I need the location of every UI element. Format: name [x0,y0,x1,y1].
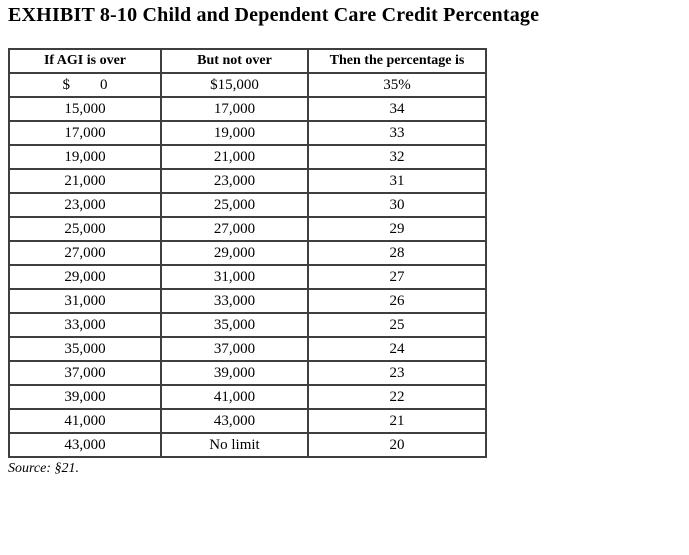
table-cell: $ 0 [8,72,162,98]
header-percentage: Then the percentage is [307,48,487,74]
table-cell: 41,000 [8,408,162,434]
table-row: 31,000 33,000 26 [8,288,487,314]
table-cell: 35% [307,72,487,98]
table-row: 33,000 35,000 25 [8,312,487,338]
table-cell: 27,000 [8,240,162,266]
table-cell: 23 [307,360,487,386]
table-cell: 25,000 [160,192,309,218]
table-cell: 25 [307,312,487,338]
table-cell: 25,000 [8,216,162,242]
table-cell: 23,000 [8,192,162,218]
table-row: 21,000 23,000 31 [8,168,487,194]
table-cell: 37,000 [8,360,162,386]
table-cell: 34 [307,96,487,122]
table-cell: 41,000 [160,384,309,410]
table-cell: 26 [307,288,487,314]
table-cell: 29,000 [8,264,162,290]
table-row: 37,000 39,000 23 [8,360,487,386]
table-row: 15,000 17,000 34 [8,96,487,122]
table-cell: 29,000 [160,240,309,266]
exhibit-title: EXHIBIT 8-10 Child and Dependent Care Cr… [8,4,540,26]
table-cell: 24 [307,336,487,362]
table-cell: 21 [307,408,487,434]
credit-percentage-table: If AGI is over But not over Then the per… [8,48,487,458]
page: EXHIBIT 8-10 Child and Dependent Care Cr… [8,4,540,476]
table-cell: 19,000 [8,144,162,170]
table-cell: No limit [160,432,309,458]
table-cell: 33,000 [160,288,309,314]
table-cell: 21,000 [8,168,162,194]
table-row: 27,000 29,000 28 [8,240,487,266]
table-cell: 35,000 [8,336,162,362]
table-cell: 32 [307,144,487,170]
table-cell: 37,000 [160,336,309,362]
table-cell: 33,000 [8,312,162,338]
table-cell: 43,000 [8,432,162,458]
header-but-not-over: But not over [160,48,309,74]
table-cell: 39,000 [160,360,309,386]
header-agi-over: If AGI is over [8,48,162,74]
table-cell: 27,000 [160,216,309,242]
table-cell: 19,000 [160,120,309,146]
table-cell: 15,000 [8,96,162,122]
table-cell: 31,000 [8,288,162,314]
table-cell: 35,000 [160,312,309,338]
table-row: 19,000 21,000 32 [8,144,487,170]
table-cell: 31 [307,168,487,194]
table-cell: 20 [307,432,487,458]
table-row: 39,000 41,000 22 [8,384,487,410]
table-cell: 23,000 [160,168,309,194]
table-cell: 33 [307,120,487,146]
table-row: 43,000 No limit 20 [8,432,487,458]
table-cell: 29 [307,216,487,242]
table-cell: 21,000 [160,144,309,170]
table-cell: $15,000 [160,72,309,98]
table-row: $ 0 $15,000 35% [8,72,487,98]
table-cell: 28 [307,240,487,266]
table-row: 29,000 31,000 27 [8,264,487,290]
table-cell: 43,000 [160,408,309,434]
table-header-row: If AGI is over But not over Then the per… [8,48,487,74]
source-note: Source: §21. [8,461,80,476]
table-row: 41,000 43,000 21 [8,408,487,434]
table-row: 23,000 25,000 30 [8,192,487,218]
table-cell: 30 [307,192,487,218]
table-cell: 17,000 [8,120,162,146]
table-row: 35,000 37,000 24 [8,336,487,362]
table-cell: 17,000 [160,96,309,122]
table-cell: 39,000 [8,384,162,410]
table-row: 25,000 27,000 29 [8,216,487,242]
table-cell: 22 [307,384,487,410]
table-row: 17,000 19,000 33 [8,120,487,146]
table-body: $ 0 $15,000 35% 15,000 17,000 34 17,000 19,000 3… [8,72,487,458]
table-cell: 27 [307,264,487,290]
table-cell: 31,000 [160,264,309,290]
